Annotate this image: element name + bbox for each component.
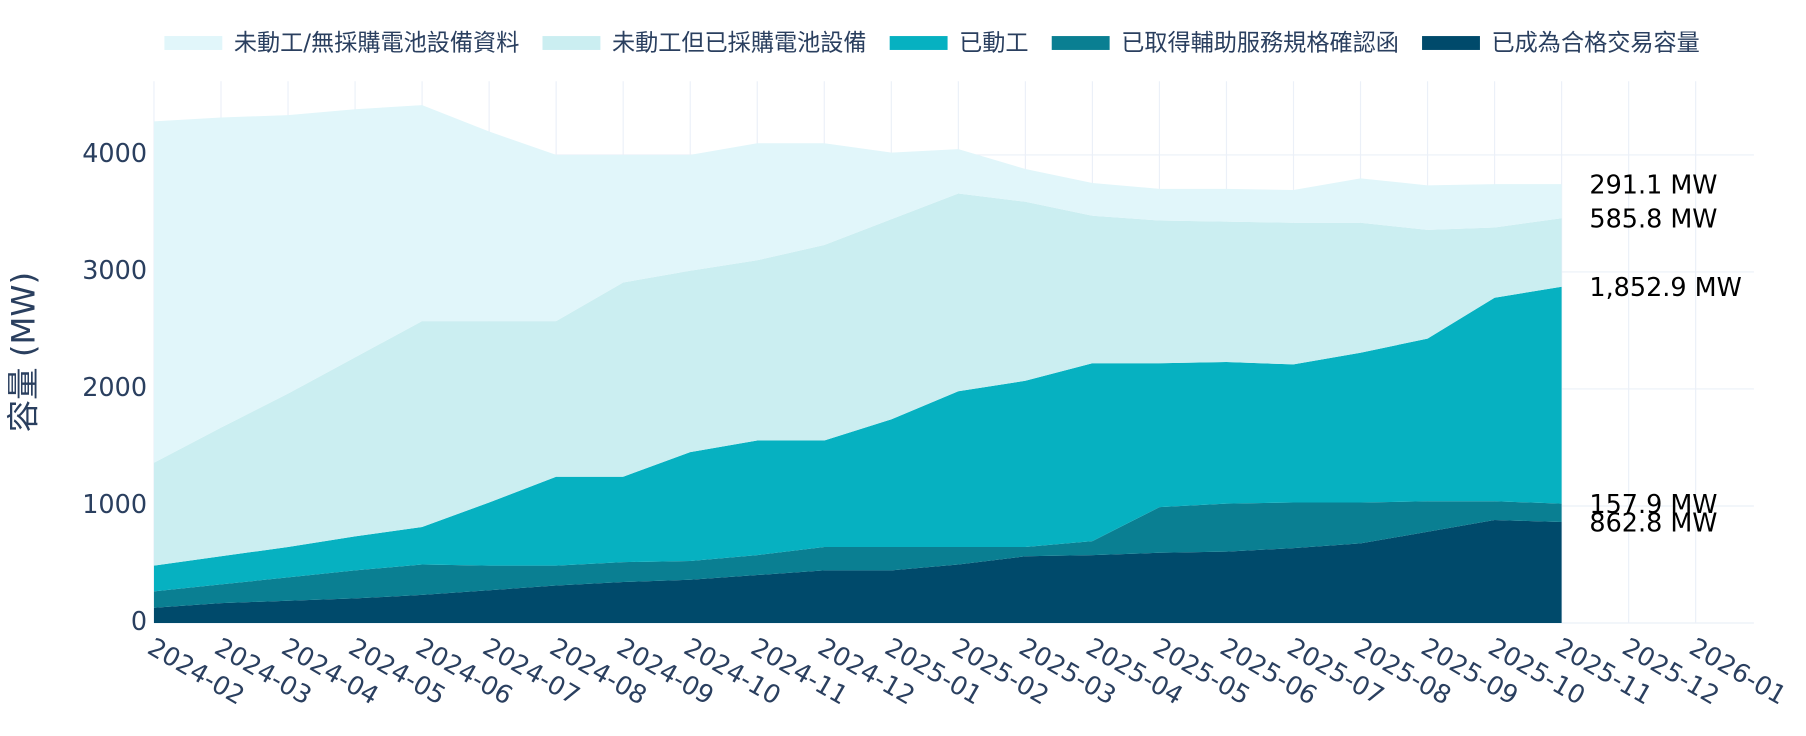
legend-swatch [1422, 36, 1480, 50]
legend-label: 未動工但已採購電池設備 [612, 31, 867, 57]
y-tick-label: 1000 [82, 490, 147, 520]
y-axis-title: 容量 (MW) [4, 272, 42, 432]
value-label: 157.9 MW [1589, 490, 1717, 520]
legend-label: 未動工/無採購電池設備資料 [234, 31, 520, 57]
legend-label: 已成為合格交易容量 [1492, 31, 1700, 57]
value-label: 862.8 MW [1589, 508, 1717, 538]
value-label: 291.1 MW [1589, 170, 1717, 200]
legend-label: 已動工 [959, 31, 1028, 57]
legend-swatch [164, 36, 223, 50]
legend-swatch [1051, 36, 1110, 50]
y-tick-label: 2000 [82, 373, 147, 403]
y-tick-label: 3000 [82, 256, 147, 286]
value-label: 1,852.9 MW [1589, 273, 1741, 303]
area [153, 105, 1562, 463]
y-tick-label: 4000 [82, 139, 147, 169]
area [153, 520, 1562, 624]
legend-swatch [542, 36, 601, 50]
areas [153, 105, 1562, 624]
area [153, 193, 1562, 566]
legend-swatch [889, 36, 948, 50]
area [153, 286, 1562, 592]
legend-label: 已取得輔助服務規格確認函 [1121, 31, 1399, 57]
y-tick-label: 0 [131, 607, 147, 637]
area [153, 501, 1562, 608]
value-label: 585.8 MW [1589, 205, 1717, 235]
